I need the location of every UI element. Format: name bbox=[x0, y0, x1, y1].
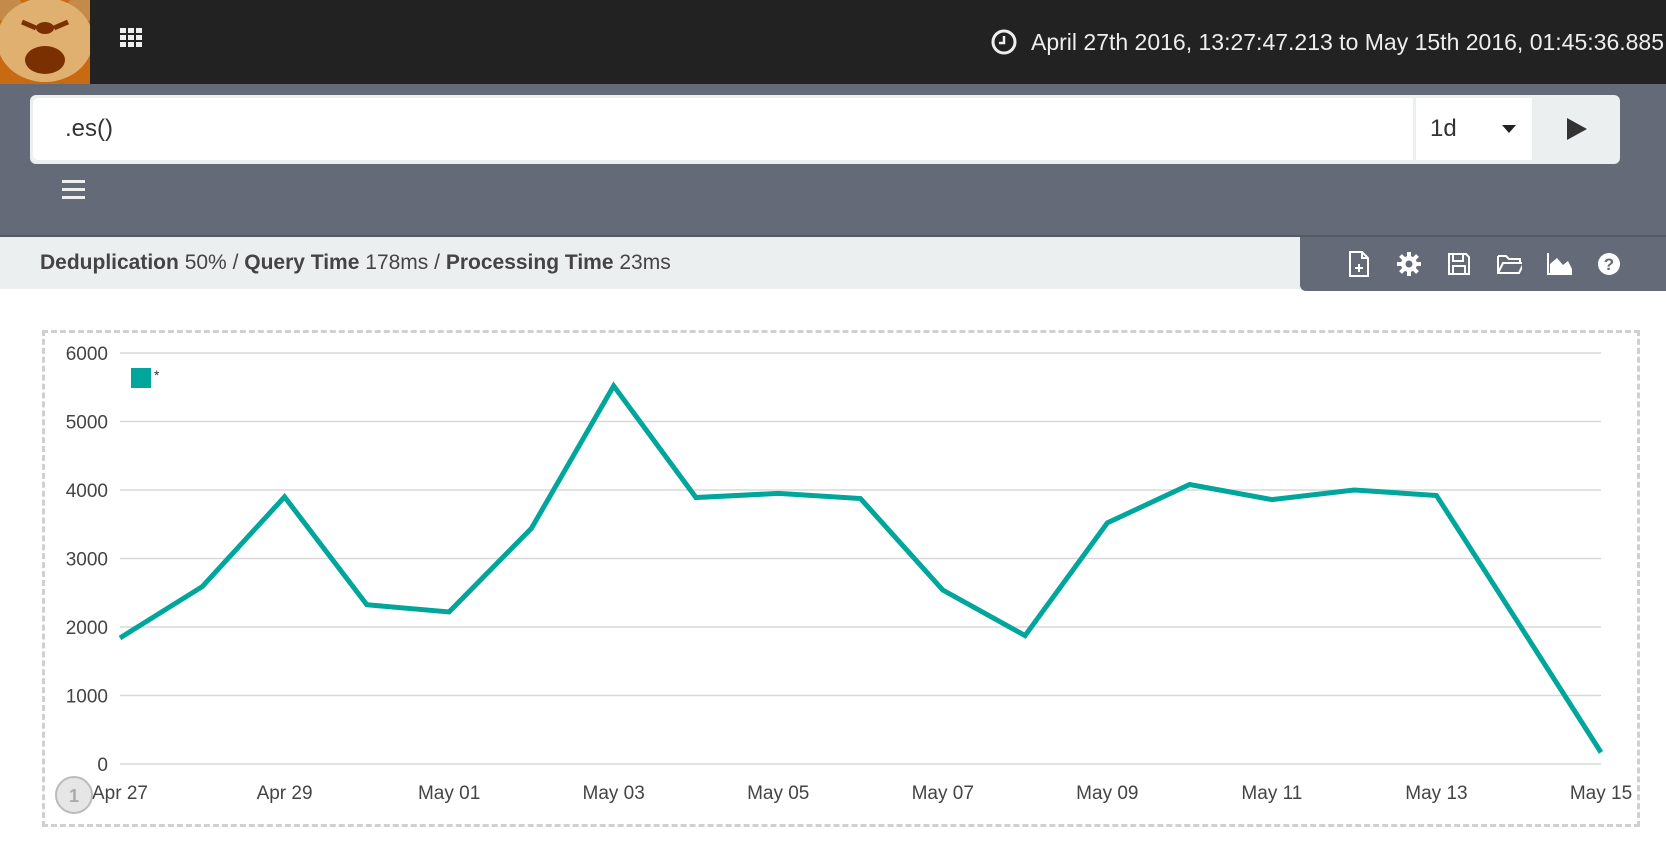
y-tick-label: 5000 bbox=[66, 413, 108, 434]
dedup-value: 50% bbox=[184, 251, 227, 274]
x-tick-label: May 07 bbox=[912, 783, 974, 804]
run-button[interactable] bbox=[1533, 98, 1620, 160]
time-range-picker[interactable]: April 27th 2016, 13:27:47.213 to May 15t… bbox=[991, 26, 1664, 58]
separator: / bbox=[434, 251, 440, 274]
caret-down-icon bbox=[1502, 125, 1516, 133]
query-bar: 1d bbox=[0, 84, 1666, 235]
apps-grid-icon[interactable] bbox=[120, 28, 144, 48]
page-badge-label: 1 bbox=[69, 786, 79, 806]
y-tick-label: 2000 bbox=[66, 618, 108, 639]
y-tick-label: 0 bbox=[97, 755, 108, 776]
query-time-label: Query Time bbox=[244, 251, 360, 274]
clock-icon bbox=[991, 29, 1017, 55]
time-range-text: April 27th 2016, 13:27:47.213 to May 15t… bbox=[1031, 28, 1664, 55]
gear-icon[interactable] bbox=[1396, 251, 1422, 277]
save-icon[interactable] bbox=[1446, 251, 1472, 277]
processing-time-value: 23ms bbox=[619, 251, 671, 274]
processing-time-label: Processing Time bbox=[445, 251, 614, 274]
new-sheet-icon[interactable] bbox=[1346, 251, 1372, 277]
series-line bbox=[118, 381, 1604, 754]
chart-panel[interactable] bbox=[42, 330, 1640, 827]
play-icon bbox=[1566, 118, 1587, 140]
menu-icon[interactable] bbox=[62, 180, 85, 200]
y-tick-label: 3000 bbox=[66, 550, 108, 571]
timelion-logo[interactable] bbox=[0, 0, 90, 84]
x-tick-label: May 13 bbox=[1405, 783, 1467, 804]
top-bar: April 27th 2016, 13:27:47.213 to May 15t… bbox=[0, 0, 1666, 84]
x-tick-label: May 01 bbox=[418, 783, 480, 804]
open-folder-icon[interactable] bbox=[1496, 251, 1522, 277]
x-tick-label: Apr 29 bbox=[257, 783, 313, 804]
area-chart-icon[interactable] bbox=[1546, 251, 1572, 277]
x-tick-label: May 11 bbox=[1241, 783, 1302, 804]
interval-value: 1d bbox=[1430, 115, 1457, 142]
dedup-label: Deduplication bbox=[40, 251, 179, 274]
interval-select[interactable]: 1d bbox=[1416, 98, 1532, 160]
y-tick-label: 6000 bbox=[66, 344, 108, 365]
stats-bar: Deduplication 50% / Query Time 178ms / P… bbox=[0, 235, 1300, 289]
query-time-value: 178ms bbox=[365, 251, 429, 274]
separator: / bbox=[232, 251, 239, 274]
x-tick-label: Apr 27 bbox=[92, 783, 148, 804]
toolbar: ? bbox=[1300, 235, 1666, 291]
help-icon[interactable]: ? bbox=[1596, 251, 1622, 277]
page-badge[interactable] bbox=[55, 776, 93, 814]
x-tick-label: May 15 bbox=[1570, 783, 1632, 804]
x-tick-label: May 03 bbox=[583, 783, 645, 804]
y-tick-label: 4000 bbox=[66, 481, 108, 502]
query-box: 1d bbox=[30, 95, 1620, 164]
legend-swatch bbox=[131, 368, 151, 388]
svg-text:?: ? bbox=[1604, 255, 1614, 274]
x-tick-label: May 05 bbox=[747, 783, 809, 804]
legend-label: * bbox=[154, 367, 160, 383]
y-tick-label: 1000 bbox=[66, 687, 108, 708]
x-tick-label: May 09 bbox=[1076, 783, 1138, 804]
expression-input[interactable] bbox=[33, 98, 1413, 160]
